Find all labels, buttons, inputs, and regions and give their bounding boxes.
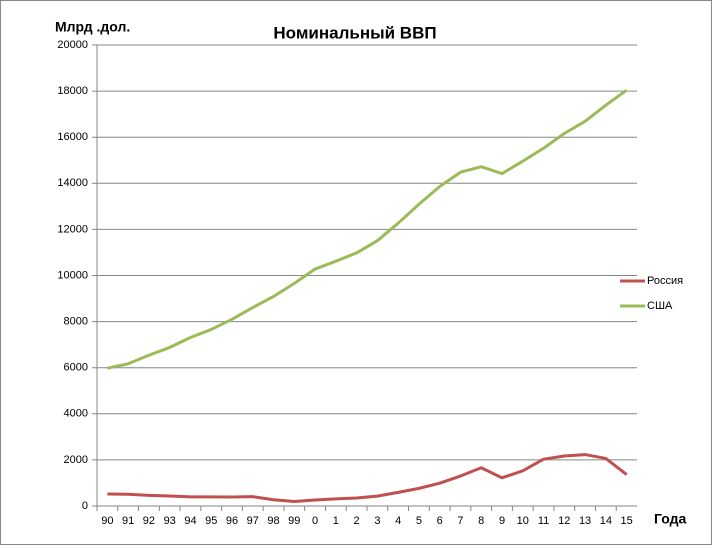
x-tick-label: 99 [288, 515, 300, 527]
x-tick-label: 11 [538, 515, 549, 527]
x-tick-label: 8 [478, 515, 484, 527]
x-tick-label: 5 [416, 515, 422, 527]
legend-label: США [647, 300, 673, 312]
x-tick-label: 90 [101, 515, 113, 527]
x-tick-label: 4 [395, 515, 401, 527]
y-tick-label: 20000 [57, 39, 88, 51]
x-tick-label: 7 [457, 515, 463, 527]
x-tick-label: 97 [247, 515, 259, 527]
x-tick-label: 6 [437, 515, 443, 527]
x-tick-label: 91 [122, 515, 134, 527]
x-tick-label: 12 [558, 515, 570, 527]
y-tick-label: 6000 [64, 362, 88, 374]
x-tick-label: 93 [164, 515, 176, 527]
x-tick-label: 92 [143, 515, 155, 527]
y-tick-label: 14000 [57, 177, 88, 189]
y-tick-label: 12000 [57, 223, 88, 235]
x-tick-label: 14 [600, 515, 612, 527]
series-line [107, 88, 628, 370]
x-tick-label: 10 [517, 515, 529, 527]
x-tick-label: 3 [374, 515, 380, 527]
x-tick-label: 94 [184, 515, 196, 527]
x-tick-label: 96 [226, 515, 238, 527]
series-line [107, 453, 628, 504]
x-tick-label: 15 [620, 515, 632, 527]
y-tick-label: 4000 [64, 408, 88, 420]
y-tick-label: 18000 [57, 85, 88, 97]
y-tick-label: 8000 [64, 316, 88, 328]
y-tick-label: 10000 [57, 269, 88, 281]
x-tick-label: 1 [333, 515, 339, 527]
chart-title: Номинальный ВВП [273, 23, 436, 42]
x-tick-label: 0 [312, 515, 318, 527]
y-tick-label: 0 [82, 500, 88, 512]
x-tick-label: 2 [354, 515, 360, 527]
y-tick-label: 16000 [57, 131, 88, 143]
legend-label: Россия [647, 275, 683, 287]
x-tick-label: 9 [499, 515, 505, 527]
x-axis-label: Года [654, 511, 686, 527]
y-tick-label: 2000 [64, 454, 88, 466]
x-tick-label: 95 [205, 515, 217, 527]
x-tick-label: 98 [267, 515, 279, 527]
x-tick-label: 13 [579, 515, 591, 527]
y-axis-label: Млрд .дол. [55, 19, 130, 35]
